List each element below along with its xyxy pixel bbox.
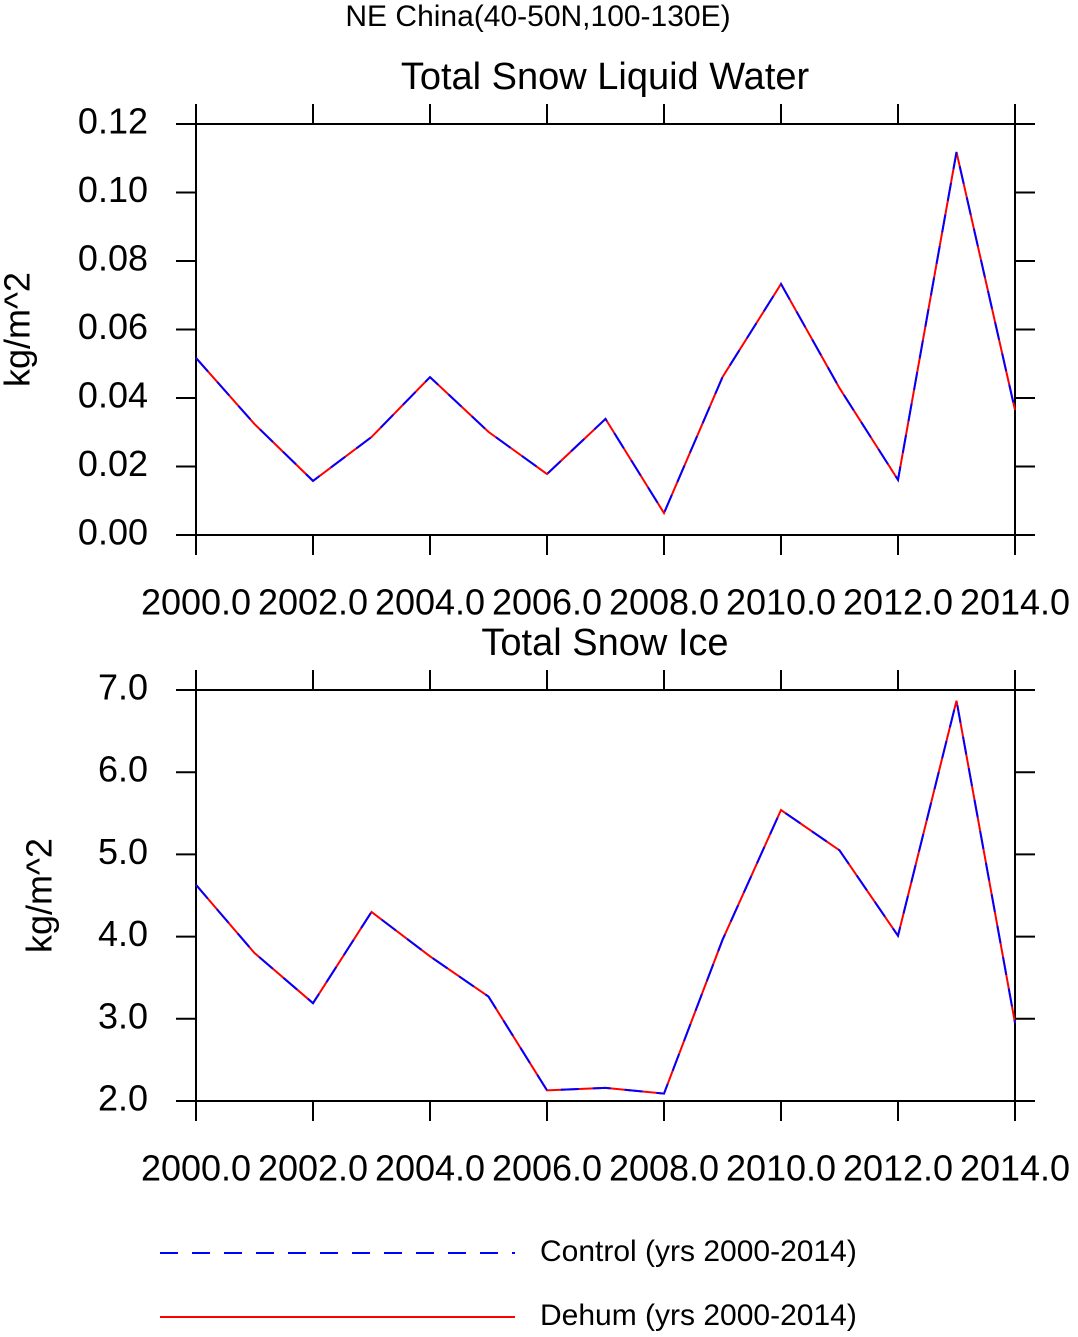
plot-frame — [195, 123, 1016, 536]
legend-label: Dehum (yrs 2000-2014) — [540, 1299, 857, 1332]
x-tick-label: 2010.0 — [726, 1148, 836, 1189]
y-tick-label: 0.00 — [78, 512, 148, 553]
x-tick-label: 2010.0 — [726, 582, 836, 623]
y-tick-label: 4.0 — [98, 913, 148, 954]
y-axis-label: kg/m^2 — [19, 838, 60, 953]
series-line — [195, 151, 1016, 516]
panel-title: Total Snow Liquid Water — [401, 56, 810, 98]
plot-frame — [195, 689, 1016, 1102]
x-tick-label: 2002.0 — [258, 582, 368, 623]
x-tick-label: 2006.0 — [492, 582, 602, 623]
y-tick-label: 2.0 — [98, 1078, 148, 1119]
x-tick-label: 2000.0 — [141, 1148, 251, 1189]
y-tick-label: 7.0 — [98, 667, 148, 708]
y-tick-label: 3.0 — [98, 995, 148, 1036]
y-tick-label: 0.08 — [78, 238, 148, 279]
y-tick-label: 5.0 — [98, 831, 148, 872]
series-line — [195, 700, 1016, 1095]
x-tick-label: 2014.0 — [960, 582, 1070, 623]
x-tick-label: 2006.0 — [492, 1148, 602, 1189]
y-tick-label: 6.0 — [98, 749, 148, 790]
x-tick-label: 2012.0 — [843, 1148, 953, 1189]
x-tick-label: 2000.0 — [141, 582, 251, 623]
x-tick-label: 2008.0 — [609, 582, 719, 623]
panel-title: Total Snow Ice — [481, 622, 728, 664]
y-tick-label: 0.12 — [78, 101, 148, 142]
x-tick-label: 2004.0 — [375, 582, 485, 623]
x-tick-label: 2008.0 — [609, 1148, 719, 1189]
y-tick-label: 0.04 — [78, 375, 148, 416]
x-tick-label: 2004.0 — [375, 1148, 485, 1189]
x-tick-label: 2014.0 — [960, 1148, 1070, 1189]
series-line — [195, 700, 1016, 1095]
figure-title: NE China(40-50N,100-130E) — [345, 0, 730, 33]
y-tick-label: 0.06 — [78, 306, 148, 347]
x-tick-label: 2002.0 — [258, 1148, 368, 1189]
y-tick-label: 0.10 — [78, 169, 148, 210]
series-line — [195, 151, 1016, 516]
y-tick-label: 0.02 — [78, 443, 148, 484]
x-tick-label: 2012.0 — [843, 582, 953, 623]
y-axis-label: kg/m^2 — [0, 272, 38, 387]
legend-label: Control (yrs 2000-2014) — [540, 1235, 857, 1268]
